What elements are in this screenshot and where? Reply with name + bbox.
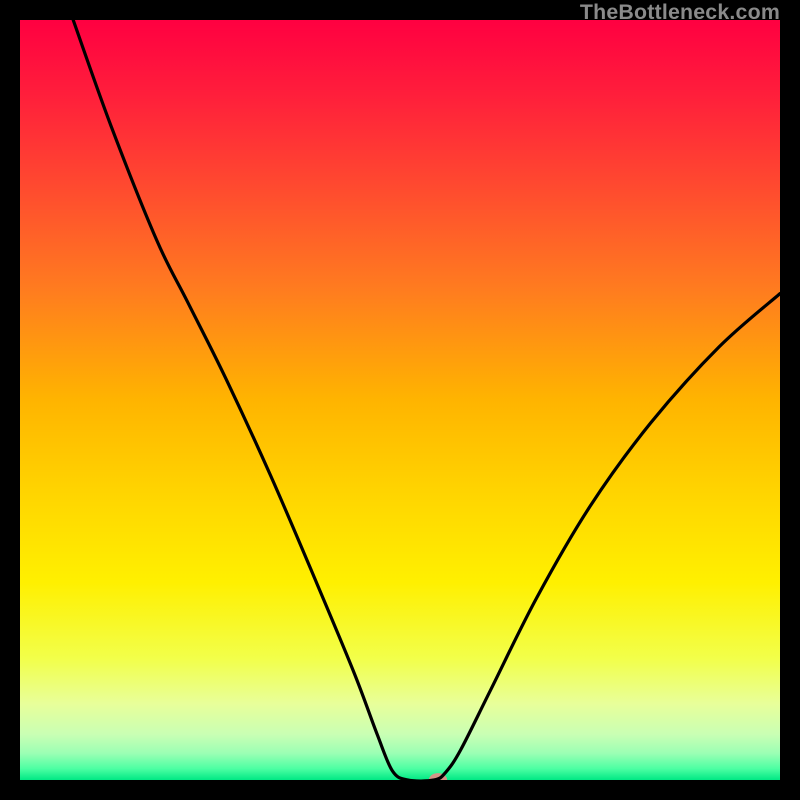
chart-frame: { "watermark": { "text": "TheBottleneck.… [0,0,800,800]
plot-area [20,20,780,787]
watermark-text: TheBottleneck.com [580,0,780,25]
gradient-background [20,20,780,780]
bottleneck-chart [0,0,800,800]
